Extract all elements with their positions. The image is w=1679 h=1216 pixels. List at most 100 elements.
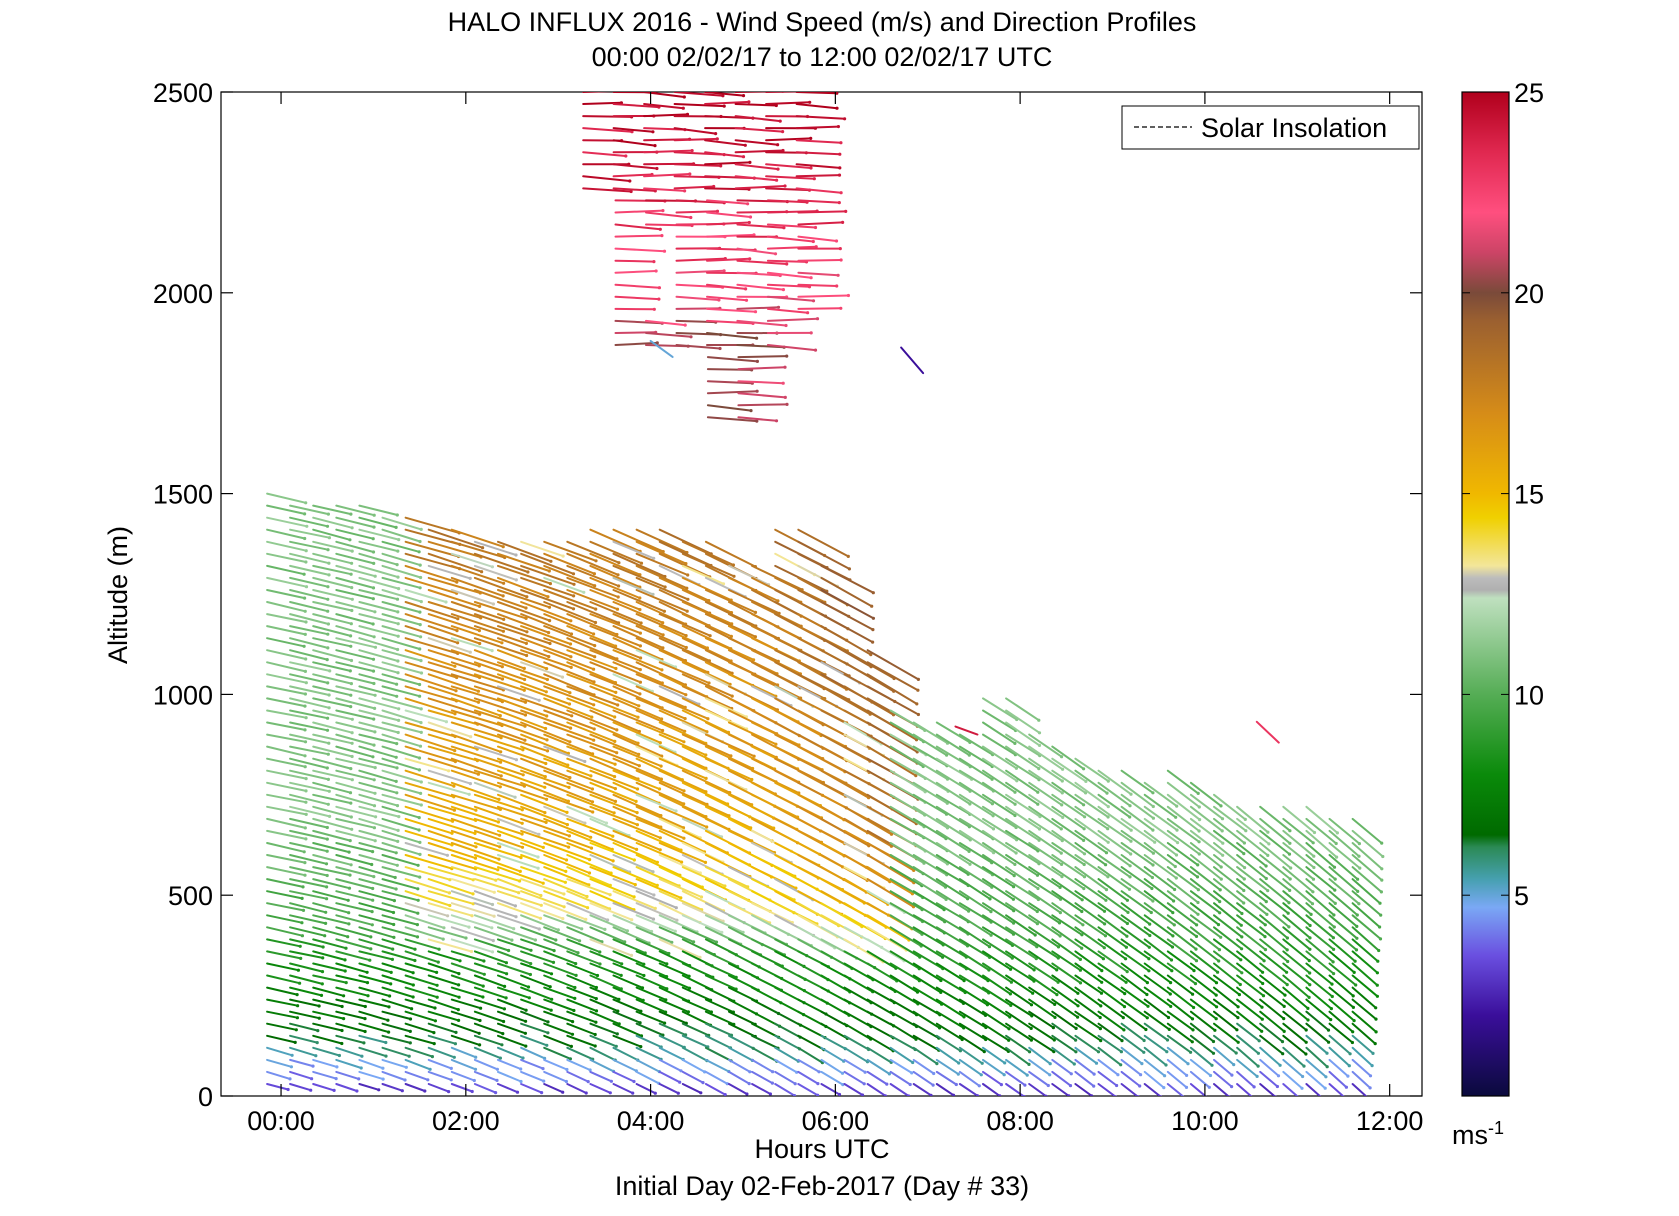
wind-arrow-head [304,777,308,781]
wind-arrow-head [1074,1038,1078,1042]
wind-arrow-head [1074,1050,1078,1054]
wind-arrow [289,745,330,756]
wind-arrow-head [370,862,374,867]
wind-arrow-head [1012,921,1016,925]
wind-arrow-head [395,513,399,517]
wind-arrow-head [1304,1028,1308,1032]
wind-arrow-head [684,693,688,697]
wind-arrow [381,649,422,662]
wind-arrow-head [703,860,708,865]
wind-arrow [335,878,374,890]
wind-arrow [1213,986,1240,1008]
wind-arrow [566,709,618,731]
wind-arrow [612,998,642,1013]
wind-arrow [612,1070,635,1083]
colorbar-tick-label: 15 [1514,480,1544,510]
wind-arrow [404,1034,436,1045]
wind-arrow [566,902,609,921]
wind-arrow [982,793,1016,817]
wind-arrow-head [1149,910,1153,915]
wind-arrow [1282,1046,1305,1068]
wind-arrow [381,552,422,567]
wind-arrow [1236,854,1268,880]
wind-arrow-head [999,1083,1004,1087]
wind-arrow-head [683,729,687,733]
wind-arrow [266,673,308,684]
wind-arrow-head [1169,1004,1173,1009]
wind-arrow-head [1046,1083,1050,1088]
wind-arrow-head [480,570,484,574]
wind-arrow [266,781,307,792]
wind-arrow-head [838,166,842,170]
wind-arrow [1097,1010,1125,1031]
wind-arrow [312,745,354,758]
wind-arrow [450,649,504,668]
wind-arrow [1097,974,1126,995]
wind-arrow [427,637,472,654]
wind-arrow [1005,962,1035,983]
wind-arrow [1259,962,1289,986]
wind-arrow [843,1034,870,1051]
wind-arrow [289,613,330,625]
wind-arrow [843,1022,872,1041]
wind-arrow-head [747,100,751,104]
wind-arrow-head [651,917,656,921]
wind-arrow-head [1153,840,1157,844]
wind-arrow-head [1358,866,1362,870]
wind-arrow [566,745,617,766]
wind-arrow-head [1125,970,1129,974]
wind-arrow [1259,842,1292,869]
wind-arrow [1028,854,1063,878]
wind-arrow [589,805,639,826]
wind-arrow [289,576,329,588]
wind-arrow [473,601,528,620]
wind-arrow [450,781,500,801]
wind-arrow [1351,817,1383,845]
wind-arrow [635,697,687,720]
wind-arrow-head [1002,1073,1006,1077]
wind-arrow [427,829,477,848]
wind-arrow-head [514,578,518,582]
wind-arrow [1074,878,1107,902]
wind-arrow-head [836,125,841,129]
wind-arrow [1213,805,1247,832]
wind-arrow [1351,938,1379,963]
wind-arrow-head [1356,877,1360,881]
wind-arrow-head [527,996,531,1000]
wind-arrow-head [1375,994,1379,998]
wind-arrow [566,673,617,694]
wind-arrow-head [544,726,548,731]
wind-arrow-head [548,641,552,646]
wind-arrow [312,805,353,818]
wind-arrow [1189,974,1218,997]
wind-arrow-head [1128,815,1132,819]
wind-arrow-head [1012,885,1016,889]
wind-arrow [289,721,329,732]
wind-arrow [751,1058,774,1073]
wind-arrow-head [808,100,812,104]
wind-arrow [1005,817,1041,842]
wind-arrow [473,878,520,894]
wind-arrow [427,1058,453,1070]
wind-arrow [1255,720,1280,744]
wind-arrow-head [1129,839,1133,843]
wind-arrow-head [526,985,531,989]
wind-arrow-head [1256,1064,1260,1068]
wind-arrow [589,1058,615,1073]
wind-arrow-head [1333,888,1337,892]
wind-arrow [427,601,482,619]
wind-arrow [520,1058,544,1070]
wind-arrow-head [814,245,818,249]
wind-arrow [1282,829,1315,858]
wind-arrow [1328,878,1360,905]
wind-arrow-head [1119,1063,1123,1067]
wind-arrow [889,709,926,732]
wind-arrow [381,757,421,771]
wind-arrow [450,757,503,777]
wind-arrow [289,829,329,841]
wind-arrow [1120,962,1149,984]
wind-arrow-head [327,706,331,710]
wind-arrow [1259,1034,1284,1055]
wind-arrow [1328,842,1361,870]
wind-arrow-head [616,703,620,707]
